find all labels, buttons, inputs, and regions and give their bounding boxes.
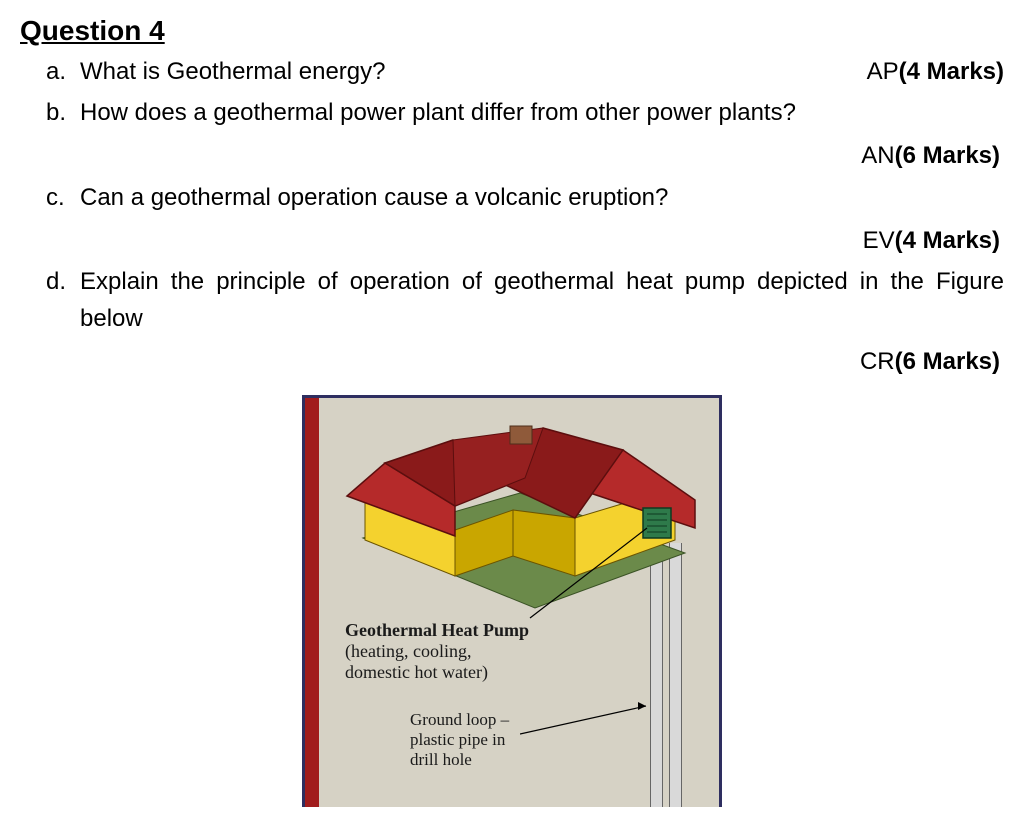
question-d: d. Explain the principle of operation of…	[80, 263, 1004, 381]
marks-label: EV(4 Marks)	[80, 222, 1004, 259]
geothermal-figure: Geothermal Heat Pump (heating, cooling, …	[302, 395, 722, 807]
question-text: Explain the principle of operation of ge…	[80, 263, 1004, 337]
item-letter: c.	[46, 179, 65, 216]
item-letter: a.	[46, 53, 66, 90]
marks-label: CR(6 Marks)	[80, 343, 1004, 380]
figure-label-loop: Ground loop – plastic pipe in drill hole	[410, 710, 509, 770]
marks-label: AP(4 Marks)	[847, 53, 1004, 90]
house-illustration	[325, 408, 705, 628]
question-title: Question 4	[20, 15, 1004, 47]
question-text: How does a geothermal power plant differ…	[80, 94, 1004, 131]
question-c: c. Can a geothermal operation cause a vo…	[80, 179, 1004, 259]
question-list: a. What is Geothermal energy? AP(4 Marks…	[20, 53, 1004, 381]
question-text: Can a geothermal operation cause a volca…	[80, 179, 1004, 216]
question-a: a. What is Geothermal energy? AP(4 Marks…	[80, 53, 1004, 90]
figure-label-pump: Geothermal Heat Pump (heating, cooling, …	[345, 620, 529, 683]
question-b: b. How does a geothermal power plant dif…	[80, 94, 1004, 174]
leader-line	[520, 698, 670, 758]
item-letter: d.	[46, 263, 66, 300]
item-letter: b.	[46, 94, 66, 131]
marks-label: AN(6 Marks)	[80, 137, 1004, 174]
question-text: What is Geothermal energy?	[80, 53, 847, 90]
figure-left-stripe	[305, 398, 319, 807]
